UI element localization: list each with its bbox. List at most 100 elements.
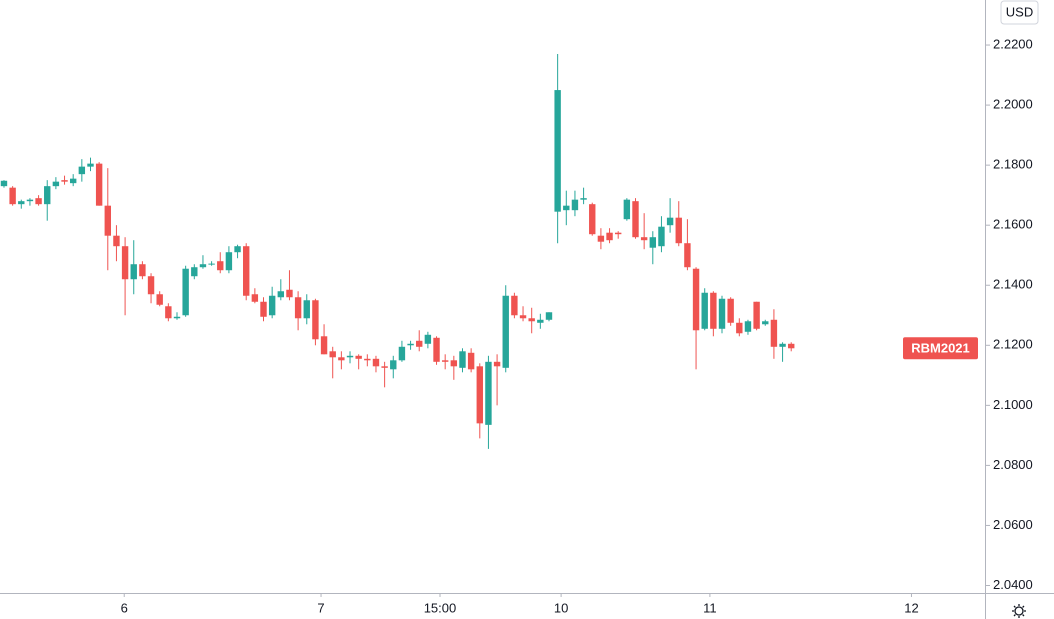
- y-tick-label: 2.1800: [993, 157, 1033, 172]
- candle-body: [390, 360, 397, 370]
- candle-body: [104, 205, 111, 236]
- candle-body: [234, 246, 241, 253]
- candle-body: [416, 340, 423, 347]
- candle-body: [398, 346, 406, 361]
- candle-body: [597, 235, 605, 242]
- y-tick-label: 2.1400: [993, 277, 1033, 292]
- candle-body: [182, 268, 189, 316]
- candle-body: [156, 294, 163, 305]
- candle-body: [69, 178, 77, 184]
- candle-body: [208, 263, 215, 265]
- candle-body: [736, 322, 743, 334]
- candle-body: [485, 361, 492, 425]
- candle-body: [346, 355, 354, 358]
- y-tick-label: 2.2200: [993, 36, 1033, 51]
- candle-body: [450, 360, 458, 367]
- candle-body: [623, 199, 631, 220]
- candle-body: [753, 301, 760, 329]
- candle-body: [260, 301, 267, 317]
- candle-body: [355, 355, 362, 359]
- candle-body: [467, 352, 475, 370]
- candle-body: [563, 205, 570, 211]
- candle-body: [294, 297, 302, 319]
- y-tick-label: 2.0400: [993, 577, 1033, 592]
- y-tick-label: 2.0600: [993, 517, 1033, 532]
- currency[interactable]: USD: [1006, 4, 1033, 19]
- x-tick-label: 12: [904, 600, 918, 615]
- gear-teeth[interactable]: [1012, 604, 1026, 618]
- candle-body: [381, 366, 388, 368]
- candle-body: [476, 366, 483, 424]
- y-tick-label: 2.1600: [993, 217, 1033, 232]
- candle-body: [277, 291, 285, 298]
- candle-body: [762, 321, 769, 325]
- candle-body: [303, 300, 310, 319]
- candle-body: [684, 243, 691, 268]
- candle-body: [338, 357, 345, 361]
- candle-body: [173, 316, 181, 319]
- candle-body: [433, 337, 440, 362]
- symbol-label: RBM2021: [911, 341, 970, 356]
- y-tick-label: 2.0800: [993, 457, 1033, 472]
- candle-body: [502, 295, 509, 368]
- candle-body: [35, 198, 42, 205]
- candle-body: [511, 295, 518, 316]
- x-tick-label: 11: [703, 600, 717, 615]
- candle-body: [329, 351, 336, 358]
- candle-body: [658, 226, 665, 247]
- symbol-label-bg: [903, 337, 978, 360]
- candle-body: [640, 237, 648, 241]
- candle-body: [580, 198, 587, 200]
- candle-body: [372, 358, 380, 367]
- candle-body: [779, 343, 786, 347]
- candle-body: [606, 232, 613, 241]
- candle-body: [424, 334, 432, 344]
- candle-body: [199, 264, 207, 268]
- y-tick-label: 2.1000: [993, 397, 1033, 412]
- candle-body: [251, 294, 259, 302]
- candle-body: [121, 246, 129, 280]
- candle-body: [519, 315, 527, 319]
- candle-body: [243, 246, 250, 296]
- candle-body: [95, 163, 103, 206]
- candle-body: [718, 298, 726, 329]
- candle-body: [52, 181, 60, 187]
- candle-body: [113, 235, 120, 247]
- candle-body: [87, 163, 94, 167]
- candle-body: [441, 360, 449, 362]
- candle-body: [710, 292, 717, 329]
- currency-box[interactable]: [1000, 0, 1039, 25]
- candle-body: [18, 201, 25, 205]
- candle-body: [770, 319, 778, 347]
- candle-body: [9, 187, 16, 205]
- y-tick-label: 2.1200: [993, 337, 1033, 352]
- x-tick-label: 10: [554, 600, 568, 615]
- candle-body: [130, 264, 137, 280]
- candle-body: [268, 295, 276, 316]
- candle-body: [589, 204, 596, 235]
- gear[interactable]: [1014, 606, 1024, 616]
- candle-body: [312, 300, 319, 340]
- candle-body: [26, 199, 34, 202]
- settings-icon[interactable]: [1012, 604, 1026, 618]
- candle-body: [364, 358, 371, 361]
- candle-body: [632, 201, 639, 238]
- candle-body: [493, 361, 501, 367]
- candles: [0, 54, 795, 449]
- x-tick-label: 15:00: [424, 600, 457, 615]
- candle-body: [675, 217, 682, 244]
- candle-body: [0, 180, 8, 187]
- candle-body: [217, 261, 224, 271]
- candle-body: [692, 268, 700, 331]
- candle-body: [554, 90, 561, 212]
- candle-body: [147, 276, 155, 295]
- y-tick-label: 2.2000: [993, 97, 1033, 112]
- candle-body: [191, 267, 198, 277]
- candle-body: [61, 180, 68, 182]
- candle-body: [528, 318, 535, 322]
- candle-body: [701, 292, 708, 329]
- candle-body: [286, 289, 293, 298]
- candle-body: [537, 319, 544, 323]
